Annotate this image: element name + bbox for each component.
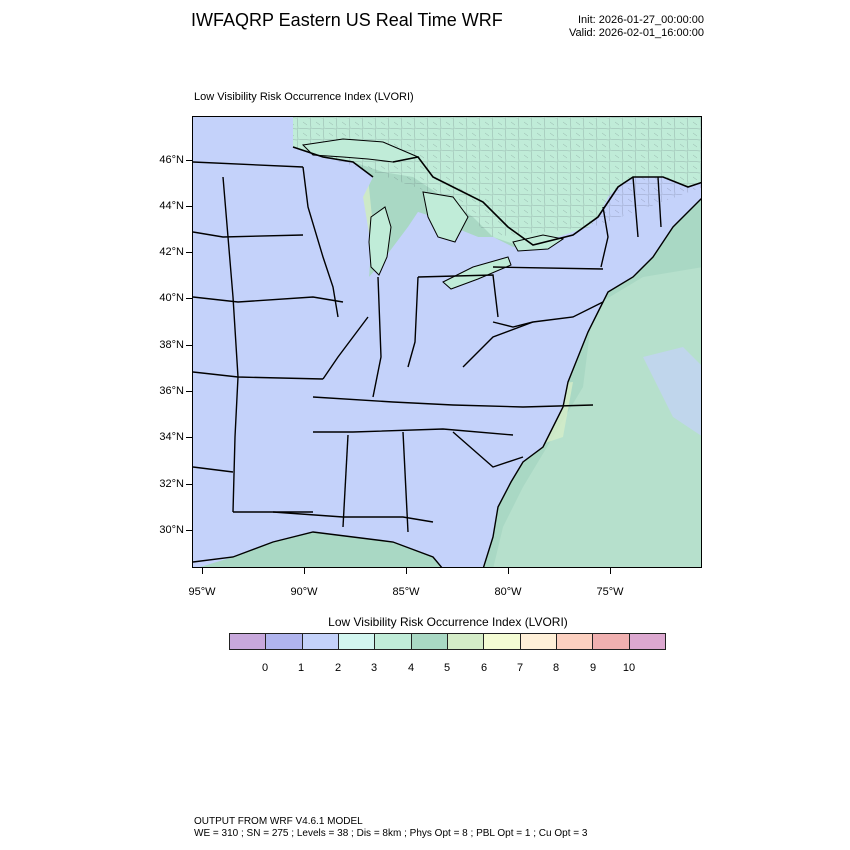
lon-tick [610, 568, 611, 574]
init-time: Init: 2026-01-27_00:00:00 [578, 14, 704, 26]
lat-tick [186, 252, 192, 253]
lat-tick [186, 391, 192, 392]
lat-label-30n: 30°N [159, 524, 184, 536]
lat-tick [186, 484, 192, 485]
lat-label-44n: 44°N [159, 200, 184, 212]
lat-label-38n: 38°N [159, 339, 184, 351]
lat-label-40n: 40°N [159, 292, 184, 304]
lat-tick [186, 298, 192, 299]
legend-tick-9: 9 [589, 662, 597, 674]
lat-tick [186, 530, 192, 531]
legend-swatch [447, 634, 485, 649]
legend-swatch [593, 634, 630, 649]
lake-michigan [368, 206, 392, 276]
legend-swatch [338, 634, 376, 649]
gulf-coastline [193, 531, 443, 567]
legend-swatch [629, 634, 665, 649]
legend-tick-4: 4 [407, 662, 415, 674]
legend-swatch [520, 634, 557, 649]
model-info-line2: WE = 310 ; SN = 275 ; Levels = 38 ; Dis … [194, 828, 588, 839]
offshore-low-risk [643, 347, 701, 436]
model-info-line1: OUTPUT FROM WRF V4.6.1 MODEL [194, 816, 363, 827]
map-title: IWFAQRP Eastern US Real Time WRF [191, 10, 503, 30]
legend-swatch [266, 634, 303, 649]
lat-tick [186, 345, 192, 346]
map-panel [192, 116, 702, 568]
legend-tick-3: 3 [370, 662, 378, 674]
legend-swatch [556, 634, 594, 649]
lake-huron [422, 191, 469, 243]
atlantic-coastline [482, 198, 701, 567]
legend-swatch [375, 634, 412, 649]
lat-label-42n: 42°N [159, 246, 184, 258]
lon-label-85w: 85°W [392, 586, 420, 598]
lon-tick [304, 568, 305, 574]
lon-label-90w: 90°W [290, 586, 318, 598]
lon-tick [406, 568, 407, 574]
lake-erie [442, 256, 512, 290]
lon-tick [202, 568, 203, 574]
legend-tick-5: 5 [443, 662, 451, 674]
legend-swatch [411, 634, 448, 649]
legend-swatch [302, 634, 339, 649]
legend-tick-10: 10 [622, 662, 636, 674]
legend-swatch [484, 634, 521, 649]
legend-tick-0: 0 [261, 662, 269, 674]
legend-tick-1: 1 [297, 662, 305, 674]
lat-label-46n: 46°N [159, 154, 184, 166]
legend-tick-2: 2 [334, 662, 342, 674]
legend-tick-7: 7 [516, 662, 524, 674]
us-canada-border [292, 146, 701, 246]
lon-label-75w: 75°W [596, 586, 624, 598]
state-boundaries [193, 161, 662, 533]
lon-tick [508, 568, 509, 574]
lat-label-36n: 36°N [159, 385, 184, 397]
legend-tick-8: 8 [552, 662, 560, 674]
legend-title: Low Visibility Risk Occurrence Index (LV… [328, 615, 568, 629]
coastal-ocean-band [493, 267, 701, 567]
lat-tick [186, 160, 192, 161]
valid-time: Valid: 2026-02-01_16:00:00 [569, 27, 704, 39]
color-legend-bar [229, 633, 666, 650]
lat-tick [186, 437, 192, 438]
lon-label-95w: 95°W [188, 586, 216, 598]
lat-label-32n: 32°N [159, 478, 184, 490]
legend-swatch [230, 634, 267, 649]
lat-label-34n: 34°N [159, 431, 184, 443]
map-canvas [193, 117, 701, 567]
field-label: Low Visibility Risk Occurrence Index (LV… [194, 91, 414, 103]
lat-tick [186, 206, 192, 207]
legend-tick-6: 6 [480, 662, 488, 674]
lon-label-80w: 80°W [494, 586, 522, 598]
